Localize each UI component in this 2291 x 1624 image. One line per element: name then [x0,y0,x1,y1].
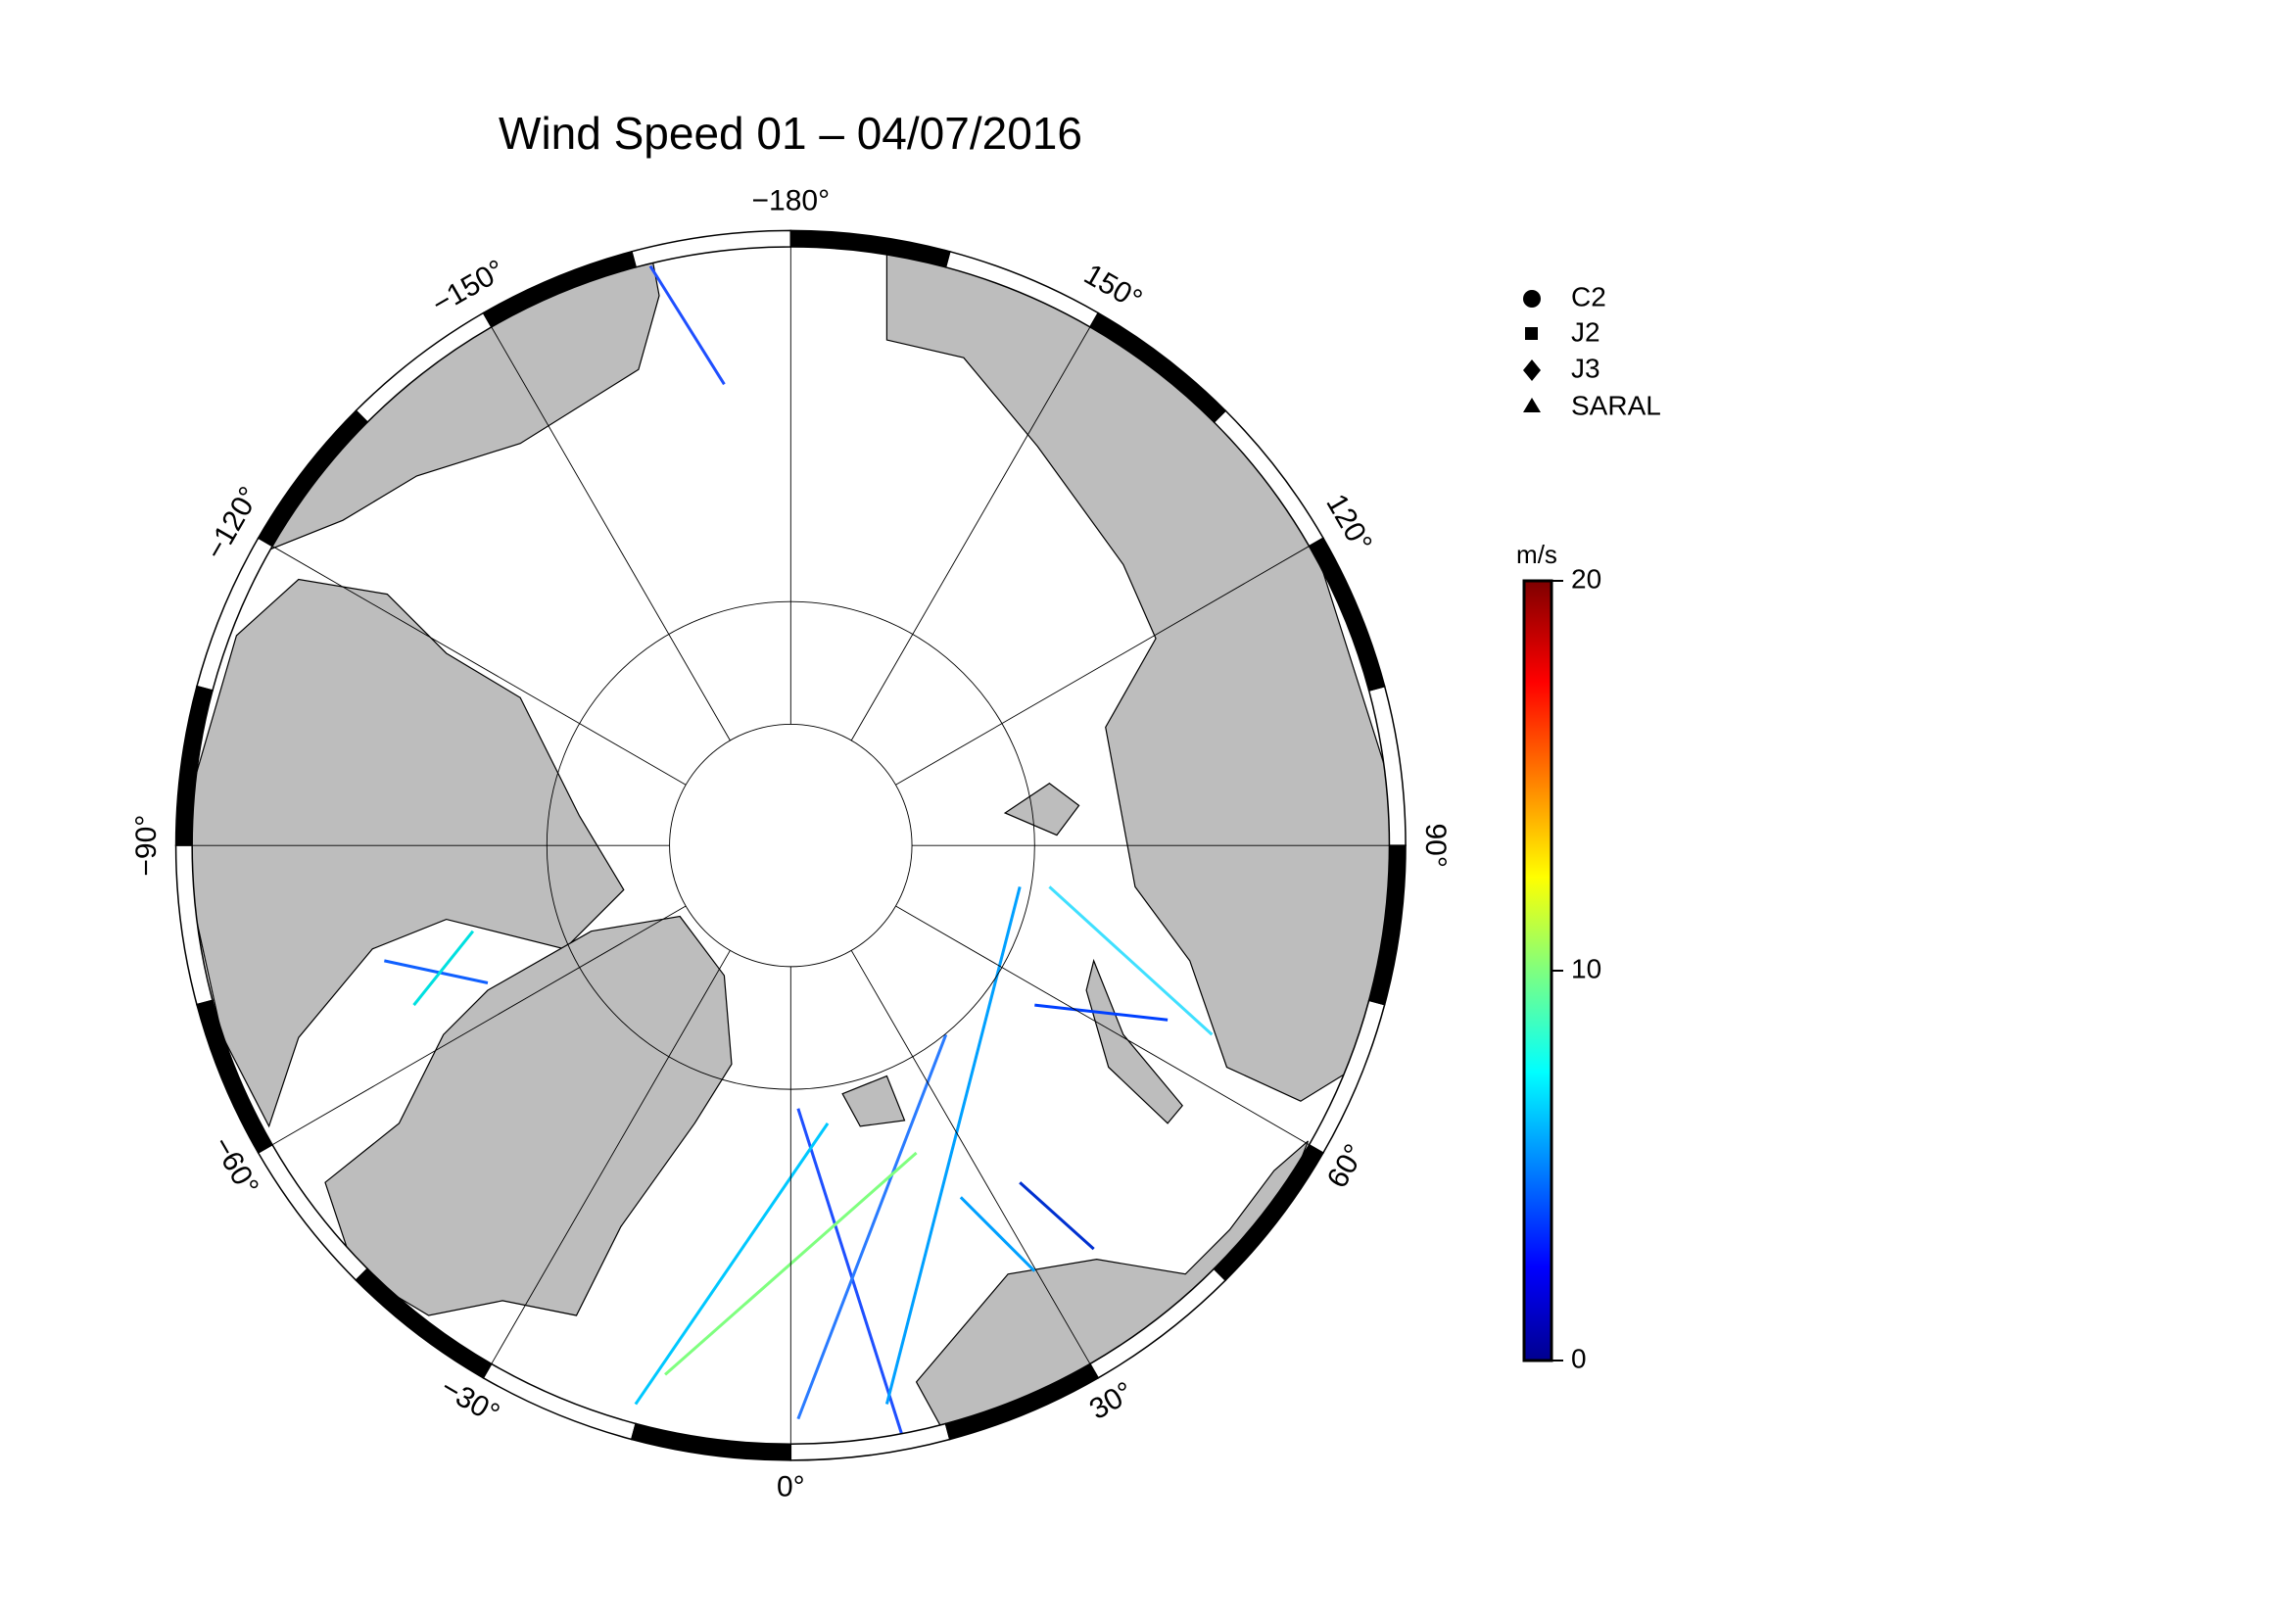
colorbar-tick-label: 20 [1571,563,1601,594]
legend-label: C2 [1571,281,1606,311]
legend-symbol [1525,327,1538,340]
meridian [491,326,731,741]
colorbar-tick-label: 0 [1571,1343,1587,1373]
colorbar-tick-label: 10 [1571,953,1601,983]
track [384,959,489,984]
legend-label: SARAL [1571,390,1661,420]
legend-symbol [1523,290,1541,308]
track [412,930,475,1007]
track [884,886,1022,1405]
meridian-label: 90° [1419,823,1452,867]
meridian [850,326,1091,741]
meridian-label: 60° [1321,1139,1371,1194]
map-body [174,229,1407,1461]
legend-label: J3 [1571,353,1600,383]
meridian-label: 30° [1084,1376,1139,1426]
meridians [192,247,1390,1445]
franz-josef [1003,783,1080,836]
track [1034,1003,1169,1022]
eurasia [885,247,1390,1102]
meridian [895,546,1310,786]
meridian [491,950,731,1364]
greenland [324,915,733,1316]
track [959,1196,1036,1272]
track [1048,885,1214,1036]
land-masses [192,247,1390,1442]
meridian-label: −90° [130,815,163,877]
svalbard [841,1075,906,1127]
colorbar-unit: m/s [1516,540,1557,569]
meridian [271,546,687,786]
colorbar-scale [1522,579,1553,1362]
legend-label: J2 [1571,316,1600,347]
novaya-zemlya [1085,958,1183,1124]
legend-symbol [1523,359,1541,381]
meridian-label: 0° [777,1470,805,1503]
meridian [271,905,687,1146]
map-frame [174,229,1407,1461]
colorbar: m/s 0 10 20 [1516,540,1601,1374]
frame-segment [789,229,951,268]
track [1019,1181,1095,1251]
meridian-label: −180° [752,185,831,217]
track [796,1108,903,1435]
map-title: Wind Speed 01 – 04/07/2016 [499,108,1082,159]
track [634,1122,830,1406]
track [796,1033,948,1420]
legend: C2 J2 J3 SARAL [1523,281,1661,420]
legend-symbol [1523,398,1541,412]
track [648,264,726,386]
meridian [895,905,1310,1146]
meridian [850,950,1091,1364]
